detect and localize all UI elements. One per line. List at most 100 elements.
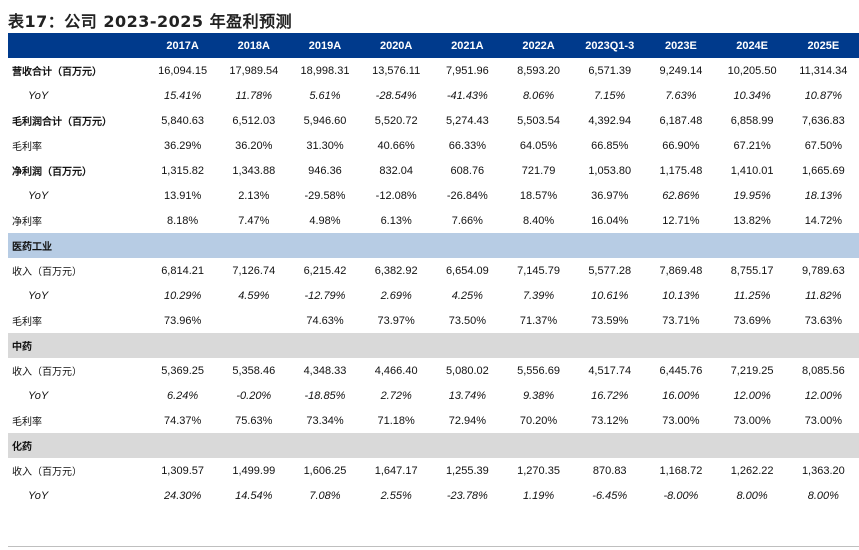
value-cell [432,433,503,458]
value-cell: 1,410.01 [730,164,774,177]
value-cell: 6,215.42 [303,264,347,277]
value-cell: 73.63% [804,314,842,327]
table-row: 收入（百万元） 1,309.57 1,499.99 1,606.25 1,647.17 1… [8,458,859,483]
value-cell: 11,314.34 [799,64,848,77]
value-cell: 15.41% [163,89,202,102]
value-cell: 66.90% [662,139,700,152]
value-cell [574,433,645,458]
table-row: 营收合计（百万元） 16,094.15 17,989.54 18,998.31 13,5… [8,58,859,83]
table-title: 表17：公司 2023-2025 年盈利预测 [8,12,293,31]
value-cell: 1,343.88 [232,164,276,177]
value-cell [717,233,788,258]
value-cell: 2.72% [380,389,412,402]
row-label: 中药 [12,342,32,353]
value-cell: 7,145.79 [517,264,560,277]
value-cell: 12.00% [733,389,771,402]
value-cell: 7.63% [665,89,697,102]
value-cell: 36.29% [163,139,202,152]
value-cell: 8.06% [522,89,555,102]
table-row: YoY 13.91% 2.13% -29.58% -12.08% -26.84% 18.57… [8,183,859,208]
value-cell: 73.59% [591,314,629,327]
bottom-divider [8,546,859,547]
section-row: 医药工业 [8,233,859,258]
header-cell: 2018A [237,39,270,52]
value-cell: 18,998.31 [300,64,350,77]
value-cell: 946.36 [308,164,342,177]
value-cell: 1,606.25 [303,464,347,477]
table-row: 毛利率 36.29% 36.20% 31.30% 40.66% 66.33% 64.05% 6… [8,133,859,158]
value-cell: 6,814.21 [161,264,205,277]
value-cell [717,433,788,458]
value-cell: 71.18% [377,414,415,427]
value-cell: 608.76 [450,164,485,177]
section-row: 化药 [8,433,859,458]
value-cell: 5,274.43 [445,114,489,127]
row-label: 收入（百万元） [12,267,82,278]
value-cell: 6,654.09 [445,264,489,277]
value-cell: 4.98% [309,214,341,227]
value-cell: 6,382.92 [374,264,418,277]
row-label: 净利润（百万元） [12,167,92,178]
row-label: 毛利率 [12,142,42,153]
row-label: 净利率 [12,217,42,228]
table-row: 毛利润合计（百万元） 5,840.63 6,512.03 5,946.60 5,520.… [8,108,859,133]
header-cell: 2019A [308,39,342,52]
value-cell: 40.66% [377,139,415,152]
value-cell: 16.00% [662,389,700,402]
value-cell: 74.63% [306,314,344,327]
value-cell: 2.55% [380,489,412,502]
value-cell: 67.50% [804,139,842,152]
value-cell [788,233,859,258]
value-cell: 66.85% [591,139,629,152]
value-cell [147,333,218,358]
value-cell: 6,571.39 [588,64,632,77]
value-cell: 1,262.22 [730,464,774,477]
value-cell [218,308,289,333]
value-cell: 67.21% [733,139,771,152]
value-cell: 7,869.48 [659,264,703,277]
value-cell: 1,647.17 [374,464,418,477]
value-cell: 14.72% [804,214,842,227]
value-cell [147,433,218,458]
value-cell: 73.00% [662,414,700,427]
value-cell: -18.85% [304,389,346,402]
value-cell: 70.20% [519,414,558,427]
value-cell: 62.86% [662,189,700,202]
value-cell: 5,080.02 [445,364,489,377]
value-cell: 12.00% [804,389,842,402]
value-cell: 73.96% [163,314,202,327]
value-cell: 721.79 [521,164,556,177]
value-cell: 5,946.60 [303,114,347,127]
row-label: 营收合计（百万元） [12,67,102,78]
table-row: 毛利率 74.37% 75.63% 73.34% 71.18% 72.94% 70.20% 7… [8,408,859,433]
value-cell: 10.87% [804,89,842,102]
value-cell: 36.97% [591,189,629,202]
value-cell [218,333,289,358]
value-cell: 7,951.96 [445,64,489,77]
value-cell: 1,309.57 [161,464,205,477]
table-row: 收入（百万元） 5,369.25 5,358.46 4,348.33 4,466.40 5… [8,358,859,383]
value-cell: 4,517.74 [588,364,632,377]
value-cell: 1.19% [522,489,555,502]
value-cell: 73.71% [662,314,700,327]
value-cell: 6.13% [380,214,412,227]
value-cell: 6,445.76 [659,364,703,377]
value-cell: 11.78% [235,89,273,102]
value-cell: 4,348.33 [303,364,347,377]
value-cell: 73.97% [377,314,415,327]
header-cell: 2022A [522,39,555,52]
row-label: 医药工业 [12,242,52,253]
value-cell: 8,085.56 [801,364,845,377]
value-cell: 24.30% [163,489,202,502]
value-cell: 13,576.11 [372,64,421,77]
value-cell: 10.13% [662,289,700,302]
value-cell: 72.94% [448,414,487,427]
value-cell: 73.00% [804,414,842,427]
value-cell: 1,499.99 [232,464,276,477]
value-cell: -8.00% [663,489,699,502]
row-label: YoY [28,389,49,402]
value-cell: 8.00% [736,489,768,502]
value-cell: 18.57% [519,189,558,202]
value-cell [432,333,503,358]
value-cell: 66.33% [448,139,487,152]
